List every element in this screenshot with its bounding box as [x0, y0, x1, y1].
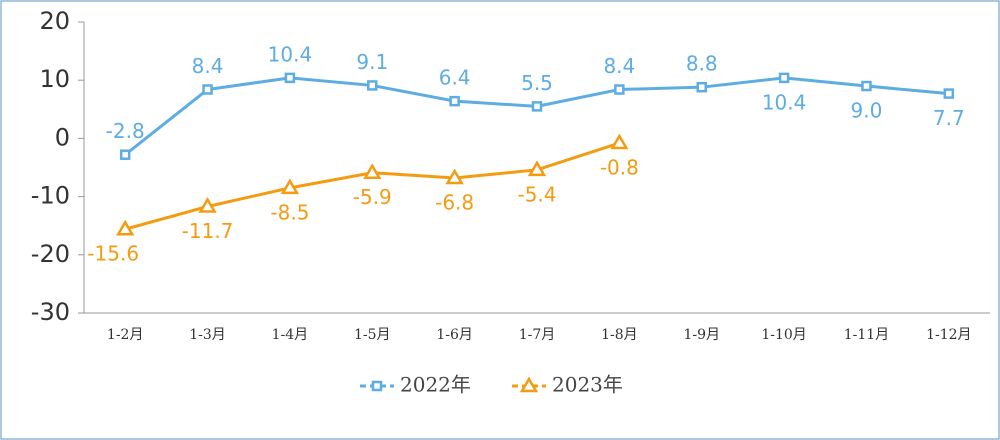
value-label: -6.8 [435, 190, 474, 214]
y-tick-label: 20 [39, 7, 70, 35]
point-marker [116, 219, 135, 236]
point-marker [610, 133, 629, 150]
point-marker [363, 163, 382, 179]
value-label: -0.8 [600, 156, 639, 180]
value-label: 7.7 [933, 106, 965, 130]
point-marker [119, 149, 131, 160]
value-label: -15.6 [87, 242, 139, 266]
y-tick-label: -10 [31, 182, 70, 210]
point-marker [198, 197, 217, 213]
point-marker [778, 72, 790, 84]
y-tick-label: 10 [39, 65, 70, 93]
point-marker [449, 95, 460, 107]
point-marker [861, 80, 872, 92]
y-tick-label: -20 [31, 240, 70, 268]
value-label: 8.4 [603, 54, 635, 78]
x-tick-label: 1-3月 [189, 327, 226, 343]
legend-label: 2023年 [552, 373, 623, 397]
legend-marker [519, 376, 539, 393]
x-tick-label: 1-11月 [844, 327, 889, 343]
x-tick-label: 1-10月 [761, 327, 806, 343]
value-label: 8.8 [686, 52, 718, 76]
legend-marker [371, 380, 383, 392]
x-tick-label: 1-7月 [519, 327, 556, 343]
value-label: 6.4 [439, 66, 471, 90]
value-label: 8.4 [192, 54, 224, 78]
value-label: 5.5 [521, 71, 553, 95]
point-marker [696, 81, 707, 93]
value-label: 9.0 [851, 99, 883, 123]
value-label: -5.4 [517, 182, 556, 206]
x-tick-label: 1-9月 [683, 327, 720, 343]
legend-label: 2022年 [400, 373, 471, 397]
x-tick-label: 1-12月 [926, 327, 971, 343]
point-marker [280, 178, 300, 195]
point-marker [614, 84, 625, 95]
value-label: 10.4 [762, 90, 807, 114]
value-label: -8.5 [270, 200, 309, 224]
point-marker [445, 168, 464, 185]
value-label: 9.1 [356, 50, 388, 74]
x-tick-label: 1-8月 [601, 327, 638, 343]
point-marker [284, 72, 296, 84]
x-tick-label: 1-4月 [272, 327, 309, 343]
x-tick-label: 1-2月 [107, 327, 144, 343]
point-marker [943, 88, 955, 99]
point-marker [202, 84, 213, 95]
value-label: 10.4 [268, 42, 313, 66]
point-marker [527, 160, 547, 177]
point-marker [531, 101, 543, 112]
value-label: -2.8 [106, 119, 145, 143]
point-marker [367, 80, 378, 91]
value-label: -11.7 [182, 219, 234, 243]
x-tick-label: 1-5月 [354, 327, 391, 343]
y-tick-label: 0 [55, 123, 70, 151]
x-tick-label: 1-6月 [436, 327, 473, 343]
value-label: -5.9 [353, 185, 392, 209]
y-tick-label: -30 [31, 298, 70, 326]
